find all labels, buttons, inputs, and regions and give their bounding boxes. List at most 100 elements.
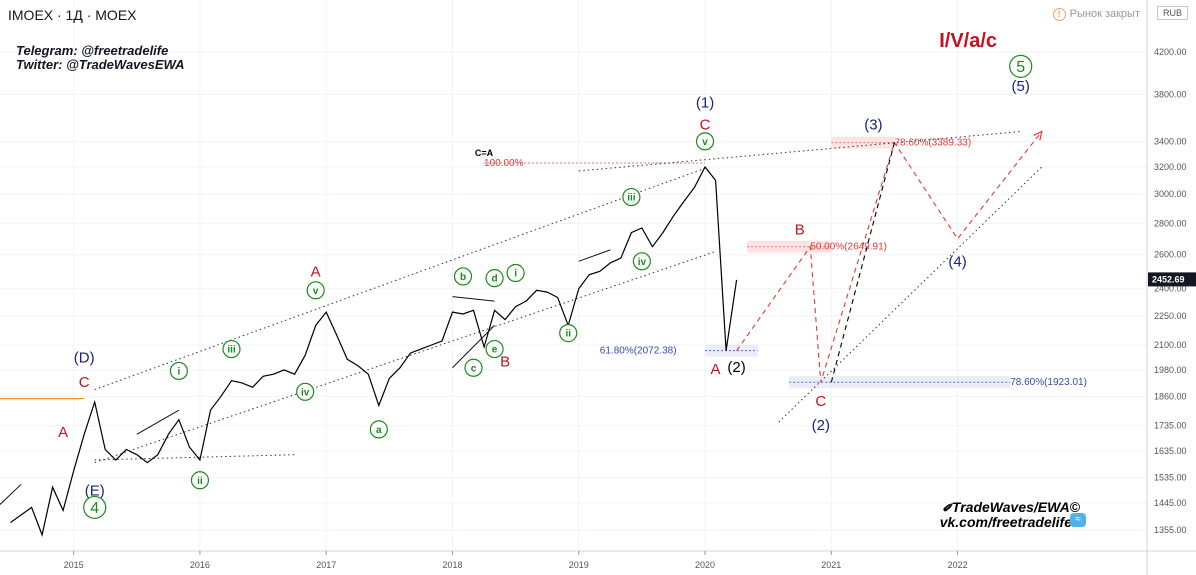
x-tick-label: 2020 <box>695 560 715 570</box>
fib-level-label: 61.80%(2072.38) <box>600 346 677 357</box>
y-tick-label: 2400.00 <box>1154 284 1187 294</box>
wave-label-circle <box>1009 54 1033 78</box>
wave-label: A <box>311 264 321 281</box>
wave-label-circle <box>296 382 315 401</box>
trendline <box>578 131 1021 172</box>
trendline <box>578 249 611 262</box>
wave-label: 5 <box>1016 59 1025 76</box>
wave-label: (2) <box>727 359 745 376</box>
wave-label: (E) <box>85 482 105 499</box>
wave-label-circle <box>190 471 210 490</box>
brand-line2-text: vk.com/freetradelife <box>939 514 1072 530</box>
signature-icon: ✐ <box>941 501 952 515</box>
wave-degree-title: I/V/a/c <box>939 30 997 52</box>
wave-label: v <box>702 137 708 148</box>
wave-label: b <box>460 272 466 283</box>
wave-label: iv <box>638 257 647 268</box>
fib-level-label: 50.00%(2649.91) <box>810 242 887 253</box>
wave-label: C <box>700 117 711 134</box>
trendline <box>0 484 22 505</box>
wave-label-circle <box>695 132 715 151</box>
fib-level-zone <box>705 344 758 357</box>
y-tick-label: 2800.00 <box>1154 218 1187 228</box>
x-tick-label: 2016 <box>190 560 210 570</box>
y-tick-label: 3000.00 <box>1154 189 1187 199</box>
x-tick-label: 2019 <box>569 560 589 570</box>
y-tick-label: 2250.00 <box>1154 311 1187 321</box>
wave-label-circle <box>453 267 473 286</box>
current-price-badge <box>1148 272 1196 287</box>
wave-label: C=A <box>475 148 494 158</box>
x-tick-label: 2015 <box>64 560 84 570</box>
wave-label: v <box>313 286 319 297</box>
y-tick-label: 3400.00 <box>1154 136 1187 146</box>
symbol-header[interactable]: IMOEX · 1Д · MOEX <box>8 7 137 23</box>
wave-label: ii <box>197 476 203 487</box>
trendline <box>94 167 706 391</box>
wave-label-circle <box>622 187 641 207</box>
y-tick-label: 1735.00 <box>1154 421 1187 431</box>
wave-label-circle <box>169 361 188 381</box>
wave-label: (D) <box>74 350 95 367</box>
wave-label: c <box>471 363 477 374</box>
wave-label: C <box>79 374 90 391</box>
y-tick-label: 4200.00 <box>1154 47 1187 57</box>
fib-level-label: 78.60%(1923.01) <box>1010 377 1087 388</box>
wave-label: (3) <box>864 117 882 134</box>
trendline <box>452 296 495 302</box>
wave-label: i <box>514 269 517 280</box>
y-tick-label: 1860.00 <box>1154 391 1187 401</box>
y-tick-label: 1355.00 <box>1154 525 1187 535</box>
wave-label-circle <box>632 252 651 271</box>
wave-label: (1) <box>696 94 714 111</box>
twitter-handle: Twitter: @TradeWavesEWA <box>16 57 185 72</box>
wave-label: C <box>815 393 826 410</box>
y-tick-label: 1445.00 <box>1154 498 1187 508</box>
wave-label: (2) <box>812 417 830 434</box>
clock-icon: ! <box>1052 8 1066 21</box>
wave-label: ii <box>565 329 571 340</box>
y-tick-label: 1535.00 <box>1154 472 1187 482</box>
wave-label-circle <box>83 495 107 520</box>
wave-label: a <box>376 425 382 436</box>
wave-label: B <box>500 354 510 371</box>
brand-line1-text: TradeWaves/EWA© <box>951 499 1080 515</box>
trendline <box>94 454 295 461</box>
brand-line2: vk.com/freetradelife <box>860 514 1072 530</box>
fib-level-label: 100.00% <box>484 158 524 169</box>
x-tick-label: 2018 <box>442 560 462 570</box>
wave-label: A <box>711 361 721 378</box>
wave-label: iii <box>227 345 236 356</box>
brand-line1: ✐TradeWaves/EWA© <box>880 499 1080 515</box>
x-tick-label: 2017 <box>316 560 336 570</box>
current-price-label: 2452.69 <box>1152 274 1185 284</box>
price-line <box>10 165 738 537</box>
trendline <box>452 325 495 369</box>
wave-label-circle <box>464 358 483 377</box>
wave-label-circle <box>506 263 525 283</box>
projection-segment <box>830 142 895 383</box>
fib-level-label: 78.60%(3389.33) <box>894 138 971 149</box>
x-tick-label: 2021 <box>821 560 841 570</box>
wave-icon: ≈ <box>1070 513 1086 527</box>
y-tick-label: 3200.00 <box>1154 162 1187 172</box>
fib-level-zone <box>831 136 895 149</box>
fib-level-zone <box>789 376 1011 389</box>
trendline <box>136 409 180 435</box>
wave-label: i <box>177 366 180 377</box>
wave-label: (5) <box>1012 78 1030 95</box>
currency-badge[interactable]: RUB <box>1156 6 1188 20</box>
wave-label: (4) <box>948 254 966 271</box>
wave-label-circle <box>306 281 325 300</box>
projection-path <box>736 131 1043 383</box>
wave-label-circle <box>485 269 504 288</box>
wave-label: B <box>795 222 805 239</box>
trendline <box>94 251 716 464</box>
wave-label-circle <box>369 420 388 439</box>
x-tick-label: 2022 <box>948 560 968 570</box>
y-tick-label: 2100.00 <box>1154 340 1187 350</box>
wave-label: A <box>58 424 68 441</box>
projection-arrowhead <box>1033 130 1043 141</box>
